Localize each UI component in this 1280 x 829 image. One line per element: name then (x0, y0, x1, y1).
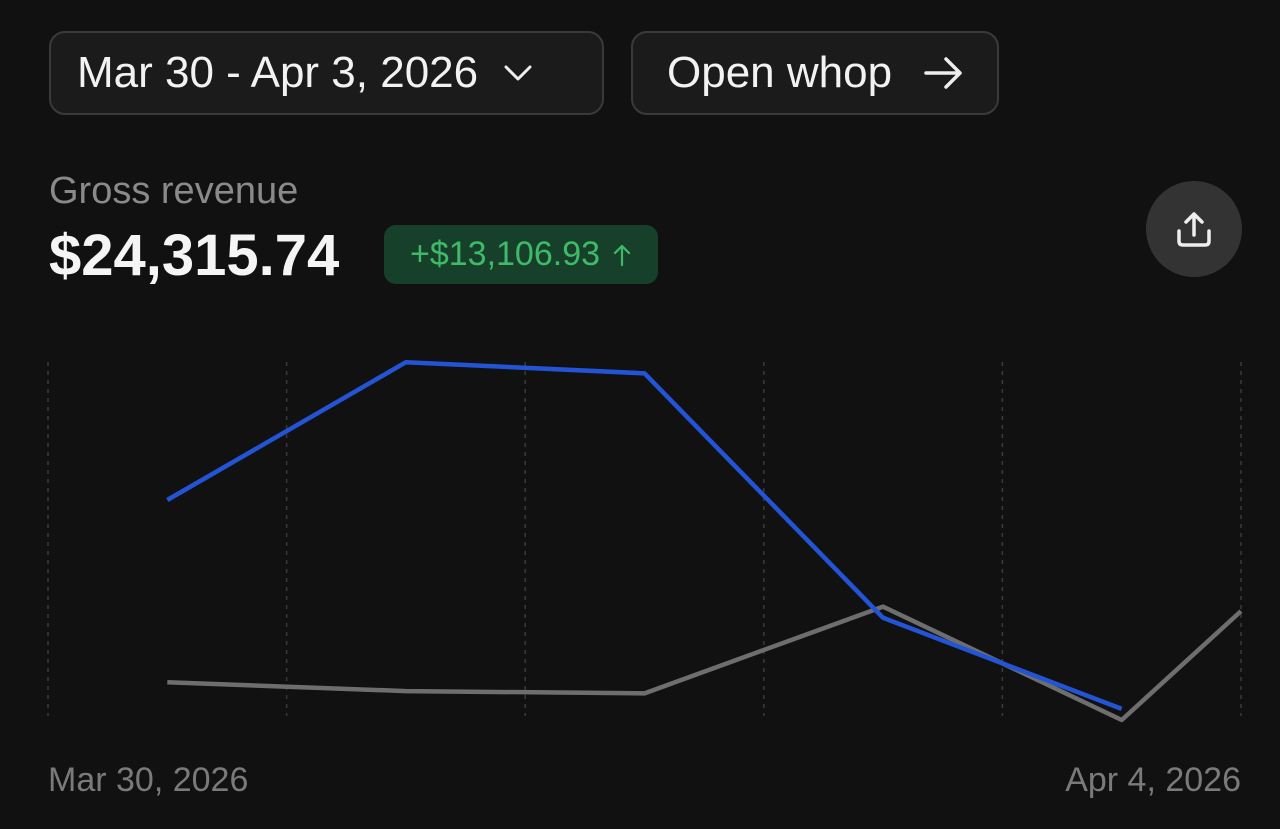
date-range-text: Mar 30 - Apr 3, 2026 (77, 48, 479, 97)
upload-icon (1177, 212, 1211, 247)
open-whop-text: Open whop (667, 48, 893, 97)
metric-value: $24,315.74 (49, 223, 340, 288)
series-line (166, 359, 1123, 711)
x-tick-label: Apr 4, 2026 (1065, 761, 1241, 799)
change-badge: +$13,106.93 (384, 225, 658, 284)
arrow-icon (924, 57, 962, 89)
metric-label: Gross revenue (49, 170, 299, 212)
share-button[interactable] (1146, 181, 1242, 277)
x-tick-label: Mar 30, 2026 (48, 761, 248, 799)
series-line (167, 604, 1243, 723)
open-whop-button[interactable]: Open whop (631, 31, 999, 115)
up-arrow-icon (613, 243, 631, 266)
change-text: +$13,106.93 (409, 235, 601, 273)
chevron-icon (504, 65, 532, 81)
date-range-button[interactable]: Mar 30 - Apr 3, 2026 (49, 31, 604, 115)
